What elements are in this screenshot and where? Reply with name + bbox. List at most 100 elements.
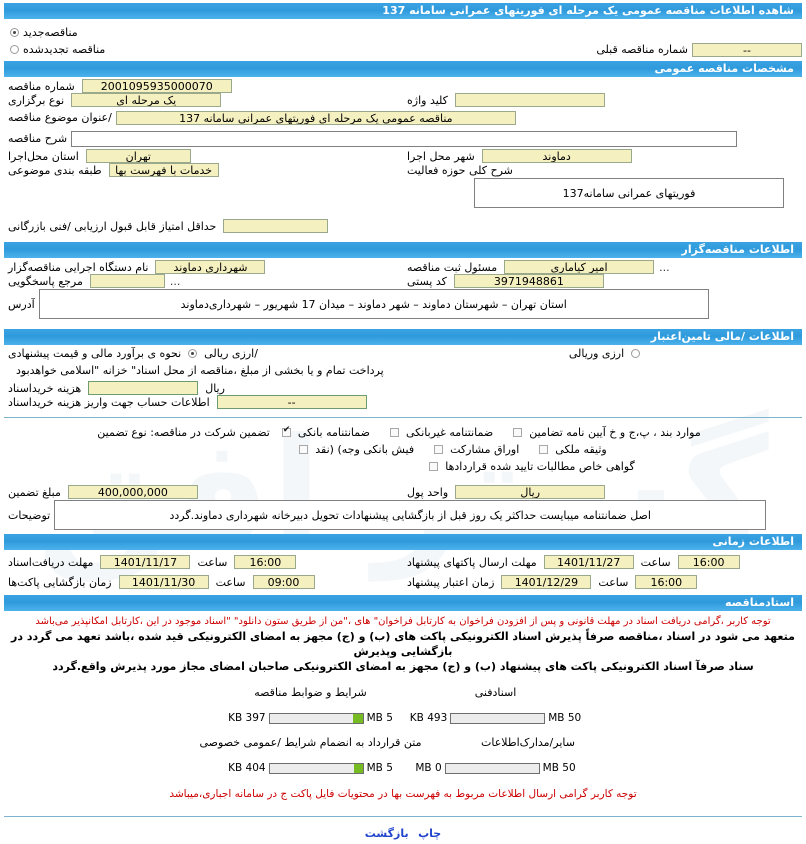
guarantee-option-7[interactable]: گواهی خاص مطالبات تایید شده قراردادها <box>421 460 647 473</box>
submit-deadline-time-input[interactable]: 16:00 <box>677 555 740 569</box>
guarantee-option-4-label: فیش بانکی وجه) (نقد <box>315 443 415 456</box>
guarantee-option-5-checkbox[interactable] <box>434 445 444 454</box>
tender-number-label: شماره مناقصه <box>8 79 75 93</box>
doc-deadline-date-input[interactable]: 1401/11/17 <box>100 555 191 569</box>
guarantee-option-7-checkbox[interactable] <box>429 462 439 471</box>
postal-code-input[interactable]: 3971948861 <box>453 274 604 288</box>
min-score-input[interactable] <box>223 219 329 233</box>
payment-note-text: پرداخت تمام و یا بخشی از مبلغ ،مناقصه از… <box>16 364 384 377</box>
upload-label-tender-terms: شرایط و ضوابط مناقصه <box>254 686 367 699</box>
activity-scope-label: شرح کلی حوزه فعالیت <box>407 163 513 177</box>
guarantee-option-1-checkbox[interactable] <box>281 426 291 437</box>
upload-max-contract-text: 5 MB <box>366 762 393 774</box>
footer-divider <box>4 816 802 817</box>
upload-meter-other-docs: 50 MB 0 MB <box>415 762 575 774</box>
row-guarantee-amount: ریال واحد پول 400,000,000 مبلغ تضمین <box>4 485 802 499</box>
section-general-specs-bar: مشخصات مناقصه عمومی <box>4 61 802 77</box>
timing-row-1: 16:00 ساعت 1401/11/27 مهلت ارسال پاکتهای… <box>4 552 802 572</box>
guarantee-option-1[interactable]: ضمانتنامه بانکی <box>274 426 382 439</box>
registrar-label: مسئول ثبت مناقصه <box>407 260 498 274</box>
currency-unit-label: واحد پول <box>407 485 449 499</box>
tender-description-input[interactable] <box>71 130 738 147</box>
upload-used-technical-docs: 493 KB <box>409 712 448 724</box>
upload-max-tender-terms: 5 MB <box>366 712 393 724</box>
row-estimate-type: ارزی وریالی /ارزی ریالی نحوه ی برآورد ما… <box>4 347 802 360</box>
currency-unit-input[interactable]: ریال <box>455 485 606 499</box>
option-renewed-tender[interactable]: -- شماره مناقصه قبلی مناقصه تجدیدشده <box>4 41 802 58</box>
opening-time-input[interactable]: 09:00 <box>252 575 315 589</box>
submit-deadline-time-label: ساعت <box>640 555 671 569</box>
doc-deadline-time-input[interactable]: 16:00 <box>234 555 297 569</box>
documents-final-note: توجه کاربر گرامی ارسال اطلاعات مربوط به … <box>169 788 637 800</box>
print-link[interactable]: چاپ <box>418 827 442 840</box>
row-answering: 3971948861 کد پستی ... مرجع پاسخگویی <box>4 274 802 288</box>
submit-deadline-date-input[interactable]: 1401/11/27 <box>543 555 634 569</box>
offer-validity-time-input[interactable]: 16:00 <box>635 575 698 589</box>
timing-row-2: 16:00 ساعت 1401/12/29 زمان اعتبار پیشنها… <box>4 572 802 592</box>
guarantee-option-4[interactable]: فیش بانکی وجه) (نقد <box>291 443 426 456</box>
guarantee-option-2[interactable]: ضمانتنامه غیربانکی <box>382 426 505 439</box>
offer-validity-date-input[interactable]: 1401/12/29 <box>501 575 592 589</box>
upload-fill-tender-terms <box>353 713 363 723</box>
option-new-tender-label: مناقصه‌جدید <box>23 26 78 39</box>
option-new-tender[interactable]: مناقصه‌جدید <box>4 24 802 41</box>
previous-tender-number-input[interactable]: -- <box>692 42 802 57</box>
radio-new-tender[interactable] <box>10 28 19 37</box>
row-min-score: حداقل امتیاز قابل قبول ارزیابی /فنی بازر… <box>4 219 802 233</box>
tender-number-input[interactable]: 2001095935000070 <box>81 79 232 93</box>
section-timing-bar: اطلاعات زمانی <box>4 534 802 550</box>
execution-city-input[interactable]: دماوند <box>481 149 632 163</box>
page-title-bar: شاهده اطلاعات مناقصه عمومی یک مرحله ای ف… <box>4 3 802 19</box>
offer-validity-time-label: ساعت <box>598 575 629 589</box>
documents-note-bold-1: متعهد می شود در اسناد ،مناقصه صرفاً پذیر… <box>11 630 795 658</box>
guarantee-row-2: وثیقه ملکی اوراق مشارکت فیش بانکی وجه) (… <box>4 441 802 458</box>
offer-validity-label: زمان اعتبار پیشنهاد <box>407 575 495 589</box>
section-finance-title: اطلاعات /مالی تامین‌اعتبار <box>650 330 794 343</box>
guarantee-option-2-label: ضمانتنامه غیربانکی <box>405 426 494 439</box>
doc-cost-label: هزینه خرید‌اسناد <box>8 381 82 395</box>
agency-input[interactable]: شهرداری دماوند <box>155 260 266 274</box>
guarantee-option-4-checkbox[interactable] <box>299 445 309 454</box>
guarantee-option-3-checkbox[interactable] <box>513 428 523 437</box>
guarantee-option-6-label: وثیقه ملکی <box>555 443 607 456</box>
section-employer-bar: اطلاعات مناقصه‌گزار <box>4 242 802 258</box>
guarantee-option-6[interactable]: وثیقه ملکی <box>531 443 618 456</box>
upload-label-other-docs: سایر/مدارک‌اطلاعات <box>481 736 575 749</box>
activity-scope-input[interactable]: فوریتهای عمرانی سامانه137 <box>474 178 784 208</box>
guarantee-intro-label: تضمین شرکت در مناقصه: نوع تضمین <box>97 426 270 439</box>
execution-province-input[interactable]: تهران <box>85 149 191 163</box>
registrar-input[interactable]: امیر کیاماری <box>504 260 655 274</box>
guarantee-option-6-checkbox[interactable] <box>539 445 549 454</box>
upload-used-other-docs: 0 MB <box>415 762 442 774</box>
answering-input[interactable] <box>89 274 165 288</box>
guarantee-notes-input[interactable]: اصل ضمانتنامه میبایست حداکثر یک روز قبل … <box>54 500 767 530</box>
address-input[interactable]: استان تهران – شهرستان دماوند – شهر دماون… <box>38 289 709 319</box>
upload-track-other-docs <box>444 762 540 774</box>
doc-cost-input[interactable] <box>88 381 199 395</box>
tender-subject-label: /عنوان موضوع مناقصه <box>8 111 112 124</box>
back-link[interactable]: بازگشت <box>364 827 409 840</box>
radio-rial-and-foreign[interactable] <box>631 349 641 358</box>
radio-renewed-tender[interactable] <box>10 45 19 54</box>
guarantee-amount-input[interactable]: 400,000,000 <box>67 485 198 499</box>
opening-date-input[interactable]: 1401/11/30 <box>118 575 209 589</box>
guarantee-option-5[interactable]: اوراق مشارکت <box>426 443 531 456</box>
tender-subject-input[interactable]: مناقصه عمومی یک مرحله ای فوریتهای عمرانی… <box>115 110 516 125</box>
guarantee-row-1: موارد بند ، پ،ج و خ آیین نامه تضامین ضما… <box>4 424 802 441</box>
upload-used-contract-text: 404 KB <box>228 762 266 774</box>
guarantee-option-3[interactable]: موارد بند ، پ،ج و خ آیین نامه تضامین <box>505 426 713 439</box>
keyword-input[interactable] <box>454 93 605 107</box>
section-documents-title: استادمناقصه <box>725 596 794 609</box>
holding-type-input[interactable]: یک مرحله ای <box>71 93 222 107</box>
submit-deadline-label: مهلت ارسال پاکتهای پیشنهاد <box>407 555 537 569</box>
upload-used-tender-terms: 397 KB <box>228 712 266 724</box>
subject-category-input[interactable]: خدمات با فهرست بها <box>108 163 219 177</box>
agency-label: نام دستگاه اجرایی مناقصه‌گزار <box>8 260 149 274</box>
radio-rial[interactable] <box>188 349 198 358</box>
section-documents-bar: استادمناقصه <box>4 595 802 611</box>
guarantee-option-5-label: اوراق مشارکت <box>450 443 520 456</box>
account-info-input[interactable]: -- <box>216 395 367 409</box>
row-address: استان تهران – شهرستان دماوند – شهر دماون… <box>4 288 802 320</box>
guarantee-option-2-checkbox[interactable] <box>389 428 399 437</box>
tender-description-label: شرح مناقصه <box>8 132 68 145</box>
